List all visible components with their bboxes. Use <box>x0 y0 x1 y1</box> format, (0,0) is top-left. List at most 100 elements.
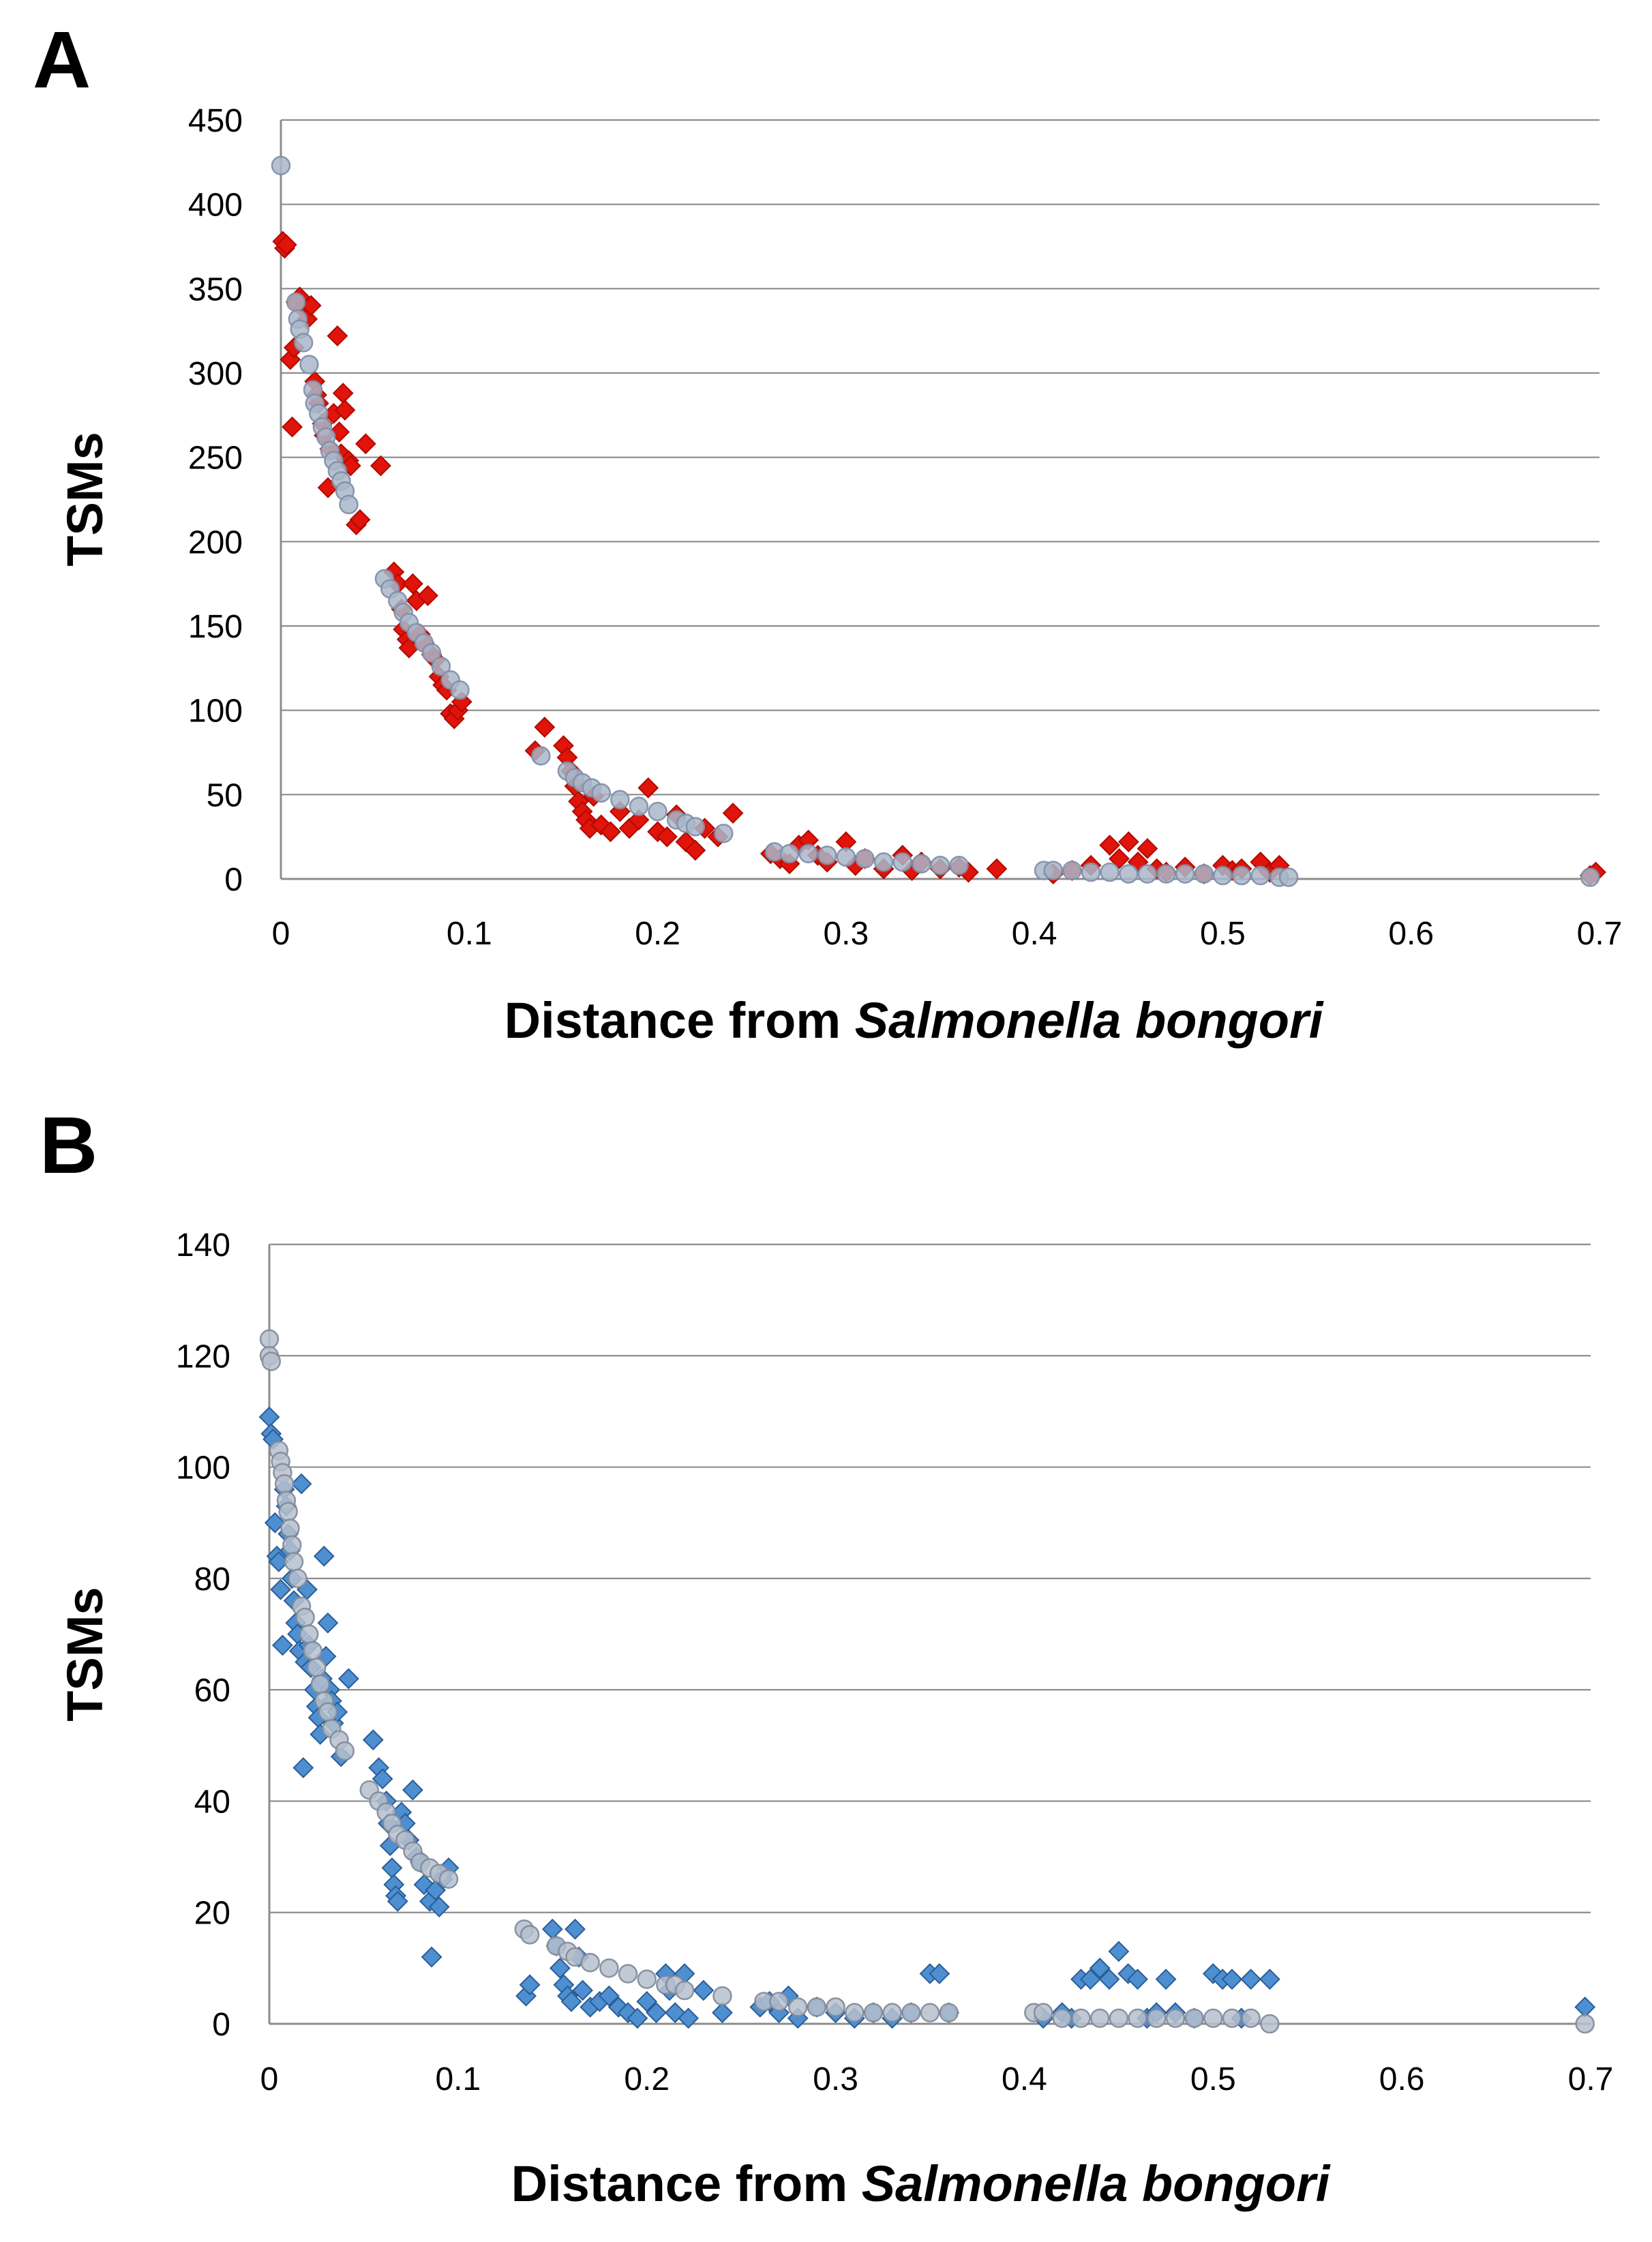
circle-point <box>901 2003 921 2022</box>
circle-point <box>1071 2008 1091 2029</box>
circle-point <box>1100 862 1120 882</box>
circle-point <box>618 1964 638 1984</box>
circle-point <box>1203 2008 1223 2029</box>
circle-point <box>637 1969 657 1989</box>
y-tick-label: 20 <box>194 1896 230 1932</box>
circle-point <box>438 1869 459 1889</box>
circle-point <box>845 2003 865 2022</box>
circle-point <box>318 1702 338 1722</box>
circle-point <box>295 1607 315 1628</box>
circle-point <box>882 2003 902 2022</box>
circle-point <box>280 1519 300 1538</box>
diamond-point <box>565 1918 586 1940</box>
x-tick-label: 0.4 <box>1002 2061 1047 2097</box>
circle-point <box>261 1351 282 1371</box>
diamond-point <box>337 1668 359 1690</box>
diamond-point <box>317 1612 339 1634</box>
x-tick-label: 0.2 <box>635 916 680 952</box>
x-tick-label: 0.2 <box>624 2061 670 2097</box>
diamond-series <box>258 1406 1596 2029</box>
diamond-point <box>292 1757 314 1778</box>
circle-point <box>335 1741 355 1761</box>
circle-point <box>274 1474 295 1494</box>
diamond-point <box>541 1918 563 1940</box>
circle-series <box>271 155 1600 887</box>
circle-point <box>531 746 551 766</box>
circle-point <box>580 1952 600 1973</box>
circle-point <box>282 1535 302 1555</box>
y-tick-label: 80 <box>194 1561 230 1598</box>
diamond-point <box>332 383 354 404</box>
diamond-point <box>428 1896 450 1917</box>
circle-point <box>807 1997 827 2017</box>
circle-point <box>1222 2008 1242 2029</box>
circle-point <box>817 846 837 865</box>
circle-point <box>779 843 800 864</box>
x-tick-label: 0.1 <box>447 916 492 952</box>
diamond-point <box>646 2002 667 2024</box>
diamond-point <box>402 573 423 595</box>
diamond-point <box>560 1990 582 2012</box>
diamond-point <box>1574 1997 1596 2018</box>
circle-point <box>310 1674 331 1694</box>
diamond-point <box>1240 1969 1262 1990</box>
circle-point <box>1146 2008 1167 2029</box>
diamond-point <box>417 585 438 606</box>
circle-point <box>685 817 706 837</box>
x-tick-label: 0.7 <box>1568 2061 1614 2097</box>
y-tick-label: 40 <box>194 1784 230 1820</box>
diamond-point <box>334 399 356 421</box>
circle-point <box>1052 2008 1072 2029</box>
diamond-point <box>451 691 472 713</box>
diamond-point <box>627 2007 648 2029</box>
diamond-point <box>282 416 303 438</box>
panel-letter-b: B <box>40 1101 97 1191</box>
diamond-point <box>258 1406 280 1428</box>
x-tick-label: 0.3 <box>813 2061 858 2097</box>
x-axis-title: Distance from Salmonella bongori <box>511 2155 1331 2212</box>
circle-point <box>892 852 912 872</box>
diamond-point <box>572 1979 593 2001</box>
x-tick-label: 0.1 <box>435 2061 481 2097</box>
diamond-point <box>549 1957 571 1979</box>
circle-point <box>1081 862 1101 882</box>
diamond-point <box>1108 1941 1130 1962</box>
diamond-point <box>372 1768 393 1790</box>
x-tick-label: 0.7 <box>1577 916 1623 952</box>
x-tick-label: 0.6 <box>1388 916 1434 952</box>
diamond-point <box>421 1946 442 1968</box>
circle-point <box>769 1992 789 2012</box>
diamond-point <box>637 777 659 798</box>
diamond-point <box>1137 838 1158 859</box>
circle-point <box>1156 864 1176 884</box>
diamond-point <box>327 325 348 347</box>
circle-point <box>1165 2008 1186 2029</box>
circle-point <box>930 855 950 876</box>
circle-point <box>1184 2008 1204 2029</box>
circle-point <box>1090 2008 1110 2029</box>
circle-series <box>259 1329 1595 2034</box>
diamond-point <box>264 1512 286 1534</box>
circle-point <box>288 1568 307 1589</box>
circle-point <box>610 790 630 810</box>
diamond-point <box>1099 835 1121 856</box>
diamond-point <box>1098 1969 1120 1990</box>
circle-point <box>920 2003 940 2022</box>
diamond-point <box>636 1990 658 2012</box>
circle-point <box>1231 865 1252 886</box>
circle-point <box>1250 865 1270 886</box>
circle-point <box>629 796 649 816</box>
diamond-point <box>290 1473 312 1495</box>
diamond-point <box>534 716 556 738</box>
circle-point <box>278 1501 298 1522</box>
diamond-point <box>929 1963 950 1984</box>
circle-point <box>712 1986 732 2006</box>
diamond-point <box>362 1729 384 1751</box>
circle-point <box>421 643 442 663</box>
y-tick-label: 450 <box>188 103 243 139</box>
diamond-point <box>355 433 376 455</box>
circle-point <box>949 855 969 876</box>
diamond-point <box>1221 1969 1243 1990</box>
circle-point <box>714 823 734 843</box>
diamond-point <box>1089 1957 1111 1979</box>
